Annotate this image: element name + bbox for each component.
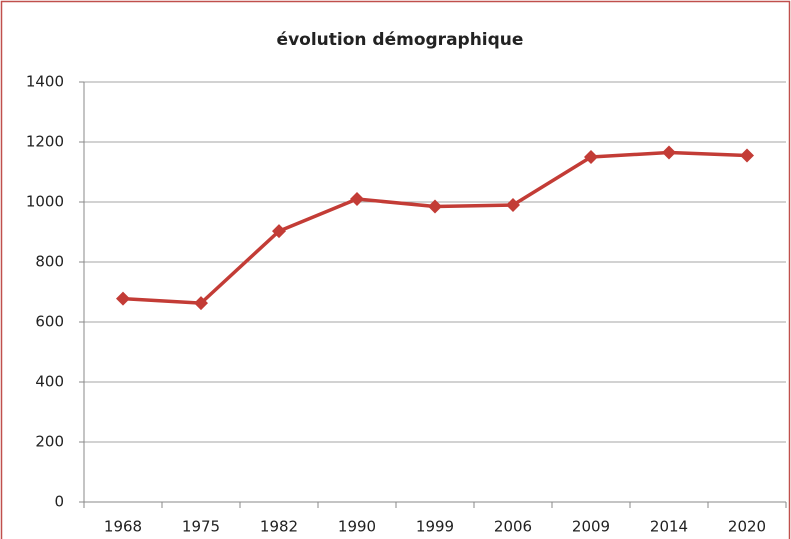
data-marker (350, 192, 364, 206)
x-tick-label: 1975 (182, 518, 220, 536)
data-marker (116, 291, 130, 306)
chart-title: évolution démographique (277, 30, 524, 50)
data-marker (584, 150, 598, 164)
x-tick-label: 1968 (104, 518, 142, 536)
data-marker (506, 198, 520, 212)
x-tick-label: 1999 (416, 518, 454, 536)
x-tick-label: 1982 (260, 518, 298, 536)
y-tick-label: 200 (35, 433, 64, 451)
data-marker (272, 224, 286, 239)
data-marker (428, 199, 442, 214)
y-tick-label: 0 (54, 493, 64, 511)
y-tick-label: 1400 (26, 73, 64, 91)
data-marker (194, 296, 208, 311)
data-marker (740, 148, 754, 163)
x-tick-label: 2006 (494, 518, 532, 536)
y-tick-label: 1000 (26, 193, 64, 211)
y-tick-label: 800 (35, 253, 64, 271)
y-tick-label: 1200 (26, 133, 64, 151)
data-line (122, 150, 748, 305)
x-tick-label: 2014 (650, 518, 688, 536)
y-tick-label: 400 (35, 373, 64, 391)
data-marker (662, 145, 676, 160)
x-tick-label: 2020 (728, 518, 766, 536)
y-tick-label: 600 (35, 313, 64, 331)
x-tick-label: 1990 (338, 518, 376, 536)
x-tick-label: 2009 (572, 518, 610, 536)
